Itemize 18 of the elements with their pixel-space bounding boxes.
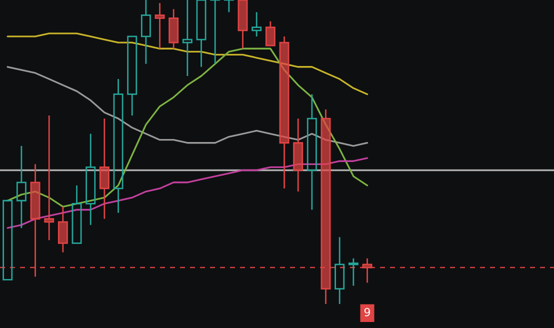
candlestick (320, 108, 331, 305)
candlestick (140, 0, 151, 65)
candlestick (279, 36, 290, 190)
candlestick (113, 78, 124, 214)
candlestick (306, 94, 317, 210)
candlestick (154, 2, 165, 50)
candlestick (99, 118, 110, 220)
candlestick (252, 11, 262, 38)
candlestick (334, 236, 345, 305)
candlestick (16, 145, 26, 229)
text: 9 (364, 308, 370, 316)
candlestick (293, 118, 304, 192)
candlestick (182, 0, 192, 77)
candlestick (30, 163, 40, 278)
candlestick (58, 206, 68, 254)
candlestick (86, 133, 96, 226)
candlestick (362, 258, 372, 284)
candlestick (44, 114, 54, 241)
